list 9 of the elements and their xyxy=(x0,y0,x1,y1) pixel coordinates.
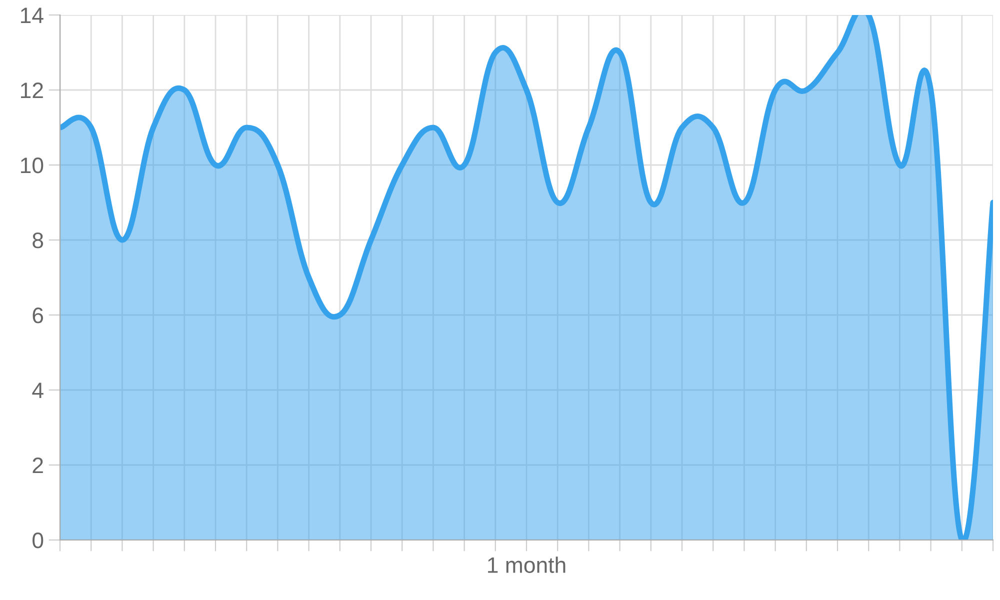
y-tick-label: 6 xyxy=(32,308,44,324)
y-tick-label: 0 xyxy=(32,532,44,548)
y-tick-label: 12 xyxy=(21,82,43,98)
y-tick-label: 8 xyxy=(32,232,44,248)
x-axis-title: 1 month xyxy=(488,556,566,573)
y-tick-label: 14 xyxy=(21,8,44,24)
y-tick-label: 10 xyxy=(21,158,44,174)
y-tick-label: 2 xyxy=(32,458,43,474)
y-tick-label: 4 xyxy=(32,382,44,398)
